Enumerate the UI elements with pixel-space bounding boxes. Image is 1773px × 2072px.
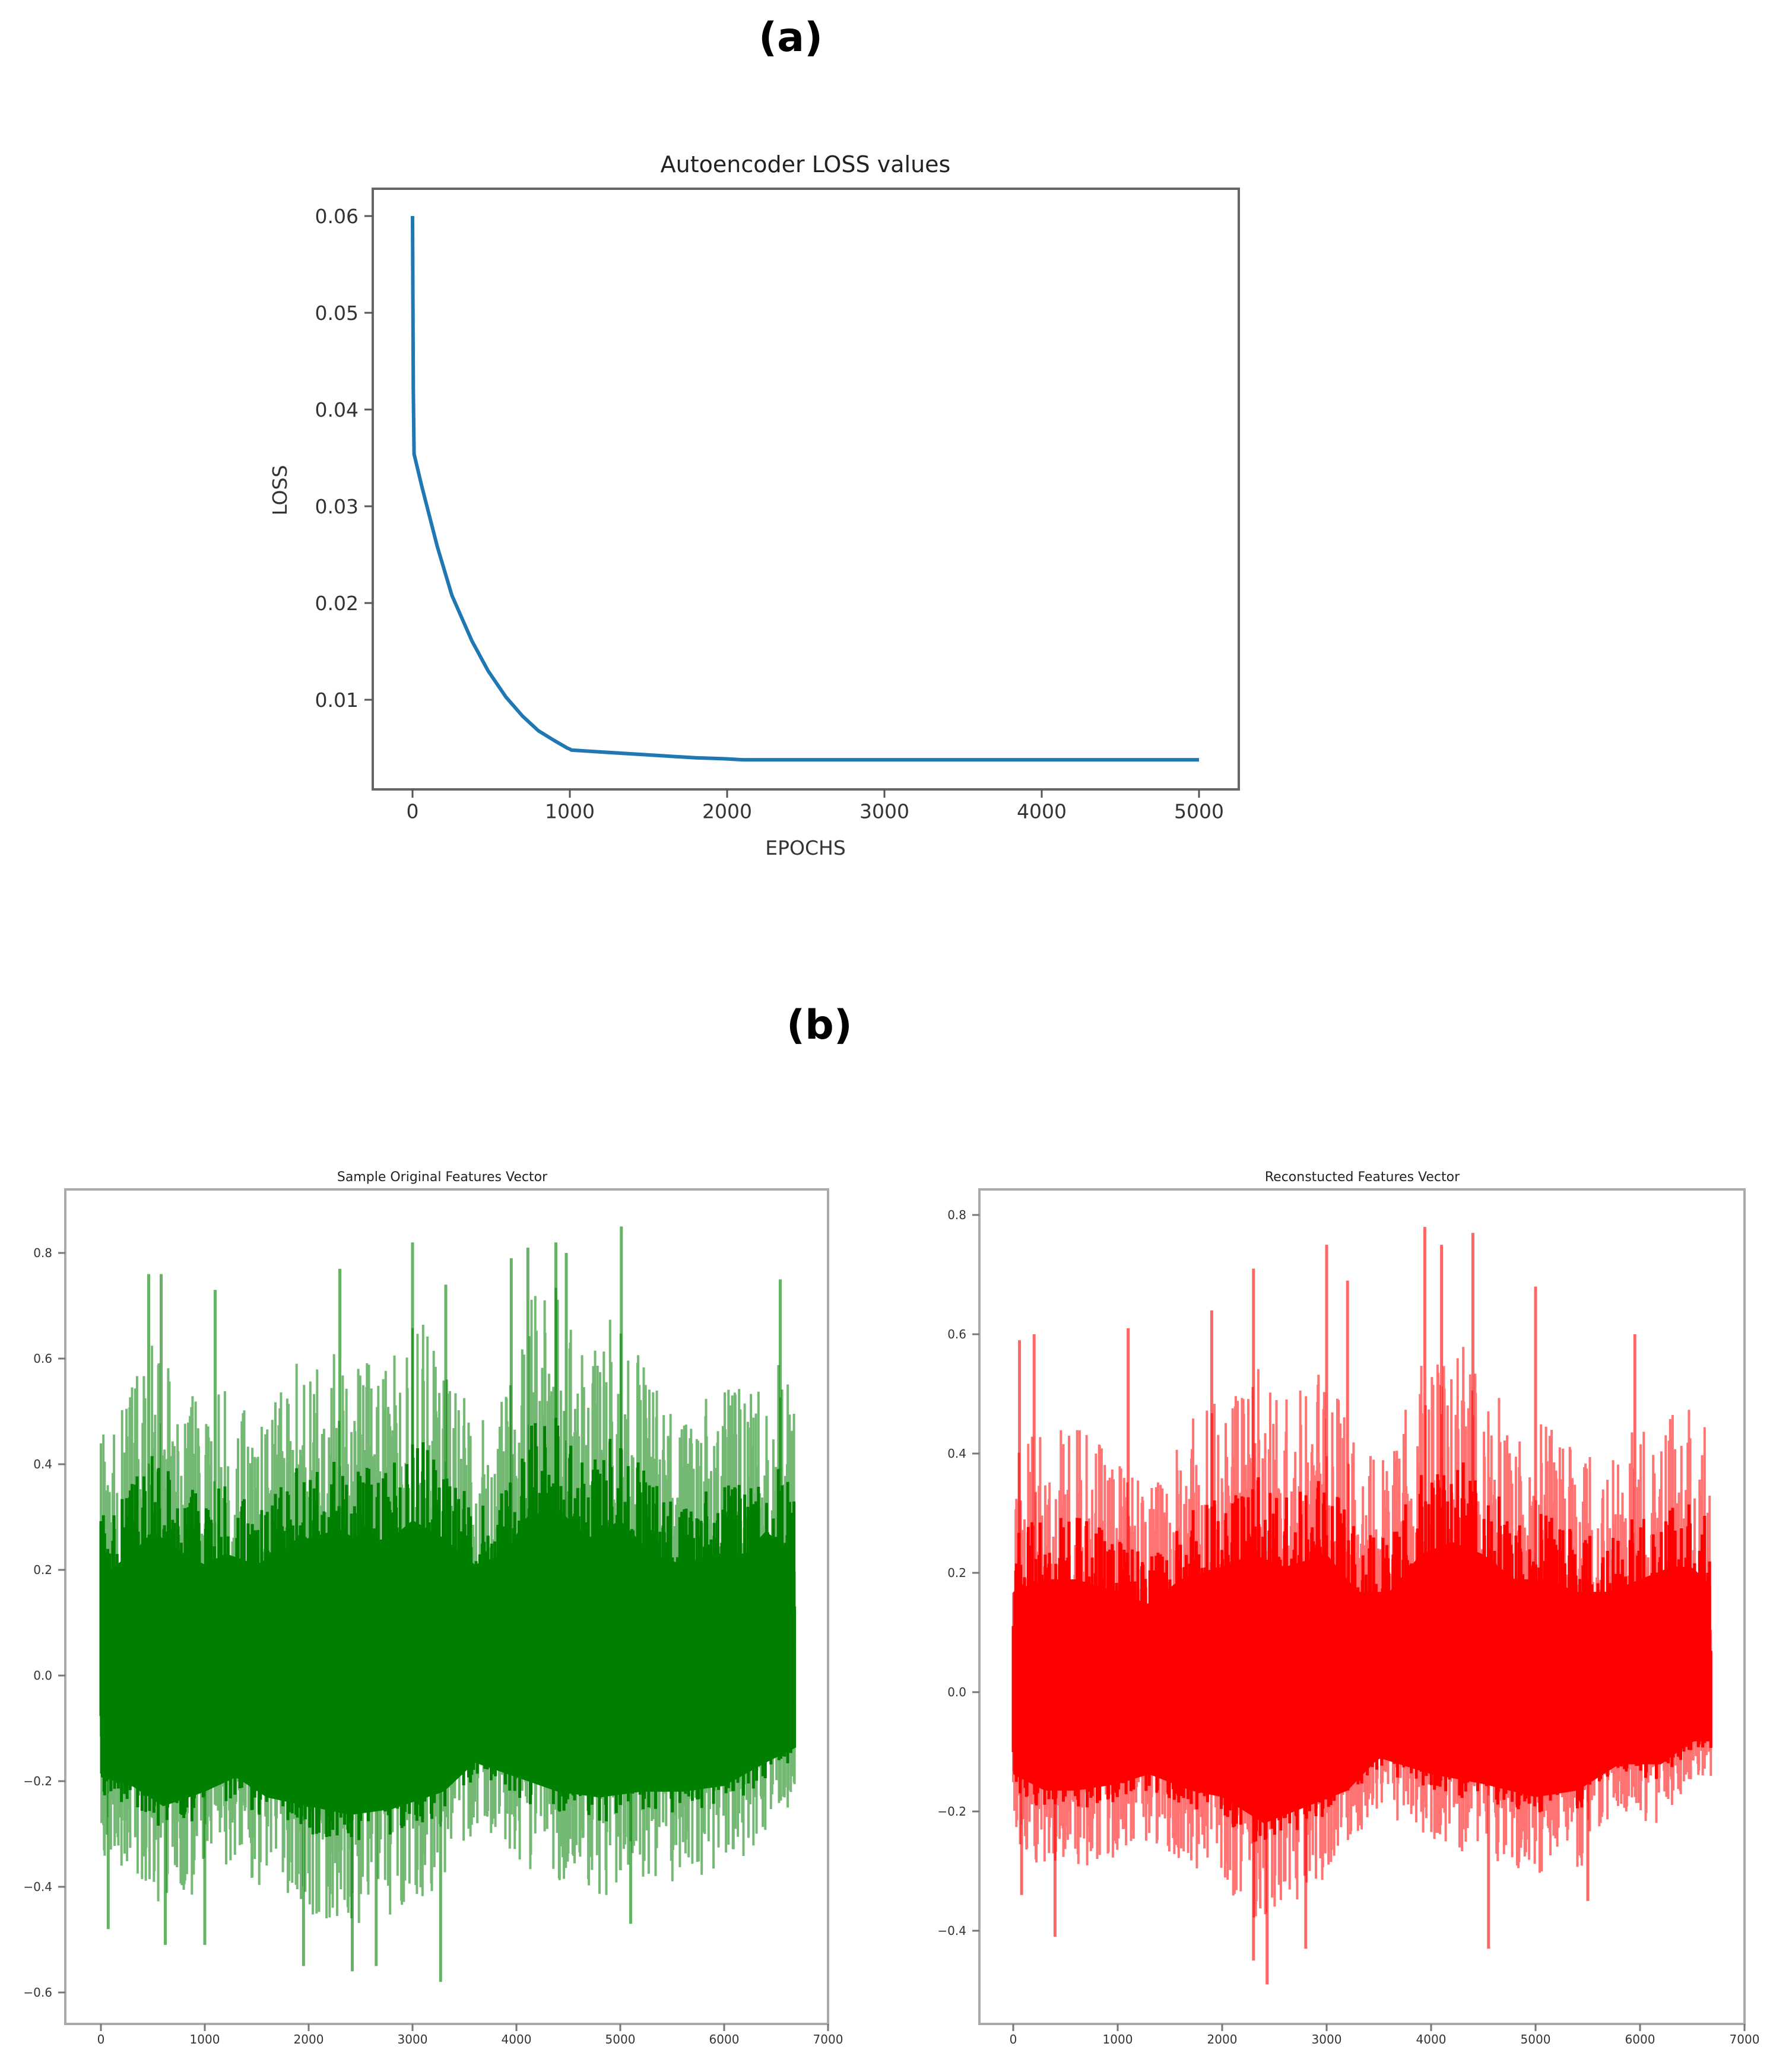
y-tick-label: 0.6 [33, 1351, 52, 1366]
x-tick-label: 2000 [702, 800, 752, 823]
y-tick-label: 0.06 [315, 205, 359, 228]
original-x-axis: 0 1000 2000 3000 4000 5000 6000 7000 [97, 2024, 843, 2046]
y-tick-label: 0.8 [33, 1246, 52, 1260]
x-tick-label: 6000 [709, 2032, 740, 2046]
x-tick-label: 5000 [605, 2032, 636, 2046]
y-tick-label: 0.2 [947, 1566, 966, 1580]
loss-chart: Autoencoder LOSS values 0 1000 2000 3000 400… [268, 151, 1240, 859]
loss-y-axis: 0.01 0.02 0.03 0.04 0.05 0.06 [315, 205, 373, 712]
y-tick-label: 0.4 [947, 1446, 966, 1461]
x-tick-label: 2000 [1207, 2032, 1238, 2046]
reconstructed-chart-title: Reconstucted Features Vector [1265, 1170, 1460, 1185]
x-tick-label: 0 [407, 800, 419, 823]
reconstructed-features-chart: Reconstucted Features Vector 0 1000 2000 30… [937, 1170, 1759, 2046]
loss-plot-area [411, 215, 1199, 762]
loss-y-axis-label: LOSS [268, 465, 291, 515]
reconstructed-plot-area [1011, 1227, 1712, 1985]
x-tick-label: 5000 [1174, 800, 1224, 823]
y-tick-label: −0.4 [23, 1880, 52, 1894]
x-tick-label: 4000 [1416, 2032, 1447, 2046]
x-tick-label: 4000 [1017, 800, 1067, 823]
original-y-axis: −0.6 −0.4 −0.2 0.0 0.2 0.4 0.6 0.8 [23, 1246, 65, 2000]
y-tick-label: 0.4 [33, 1457, 52, 1471]
x-tick-label: 3000 [859, 800, 909, 823]
x-tick-label: 2000 [294, 2032, 324, 2046]
reconstructed-plot-frame [978, 1188, 1746, 2025]
y-tick-label: 0.02 [315, 592, 359, 615]
x-tick-label: 1000 [1103, 2032, 1133, 2046]
x-tick-label: 3000 [398, 2032, 428, 2046]
x-tick-label: 0 [97, 2032, 105, 2046]
x-tick-label: 7000 [813, 2032, 843, 2046]
y-tick-label: 0.0 [33, 1668, 52, 1683]
reconstructed-y-axis: −0.4 −0.2 0.0 0.2 0.4 0.6 0.8 [937, 1208, 979, 1938]
original-plot-area [99, 1226, 797, 1982]
loss-x-axis: 0 1000 2000 3000 4000 5000 [407, 789, 1224, 823]
y-tick-label: −0.2 [937, 1804, 966, 1819]
signal-extremes [1018, 1227, 1636, 1985]
panel-label-b: (b) [786, 1002, 852, 1049]
y-tick-label: 0.04 [315, 398, 359, 421]
x-tick-label: 6000 [1625, 2032, 1655, 2046]
x-tick-label: 1000 [190, 2032, 220, 2046]
y-tick-label: 0.2 [33, 1563, 52, 1577]
x-tick-label: 3000 [1312, 2032, 1342, 2046]
y-tick-label: 0.6 [947, 1327, 966, 1341]
loss-plot-frame [372, 188, 1240, 791]
panel-label-a: (a) [759, 14, 823, 61]
original-plot-frame [64, 1188, 829, 2025]
reconstructed-x-axis: 0 1000 2000 3000 4000 5000 6000 7000 [1010, 2024, 1760, 2046]
x-tick-label: 4000 [502, 2032, 532, 2046]
loss-line [411, 215, 1199, 762]
loss-chart-title: Autoencoder LOSS values [661, 151, 951, 177]
x-tick-label: 7000 [1730, 2032, 1760, 2046]
y-tick-label: 0.8 [947, 1208, 966, 1222]
y-tick-label: 0.0 [947, 1685, 966, 1699]
signal-extremes [106, 1226, 782, 1982]
y-tick-label: −0.2 [23, 1774, 52, 1788]
y-tick-label: −0.4 [937, 1924, 966, 1938]
y-tick-label: 0.01 [315, 688, 359, 712]
original-chart-title: Sample Original Features Vector [337, 1170, 548, 1185]
original-features-chart: Sample Original Features Vector 0 1000 200… [23, 1170, 843, 2046]
loss-x-axis-label: EPOCHS [765, 836, 846, 859]
y-tick-label: 0.03 [315, 495, 359, 518]
y-tick-label: −0.6 [23, 1985, 52, 2000]
y-tick-label: 0.05 [315, 302, 359, 325]
x-tick-label: 5000 [1521, 2032, 1551, 2046]
x-tick-label: 0 [1010, 2032, 1017, 2046]
x-tick-label: 1000 [545, 800, 595, 823]
